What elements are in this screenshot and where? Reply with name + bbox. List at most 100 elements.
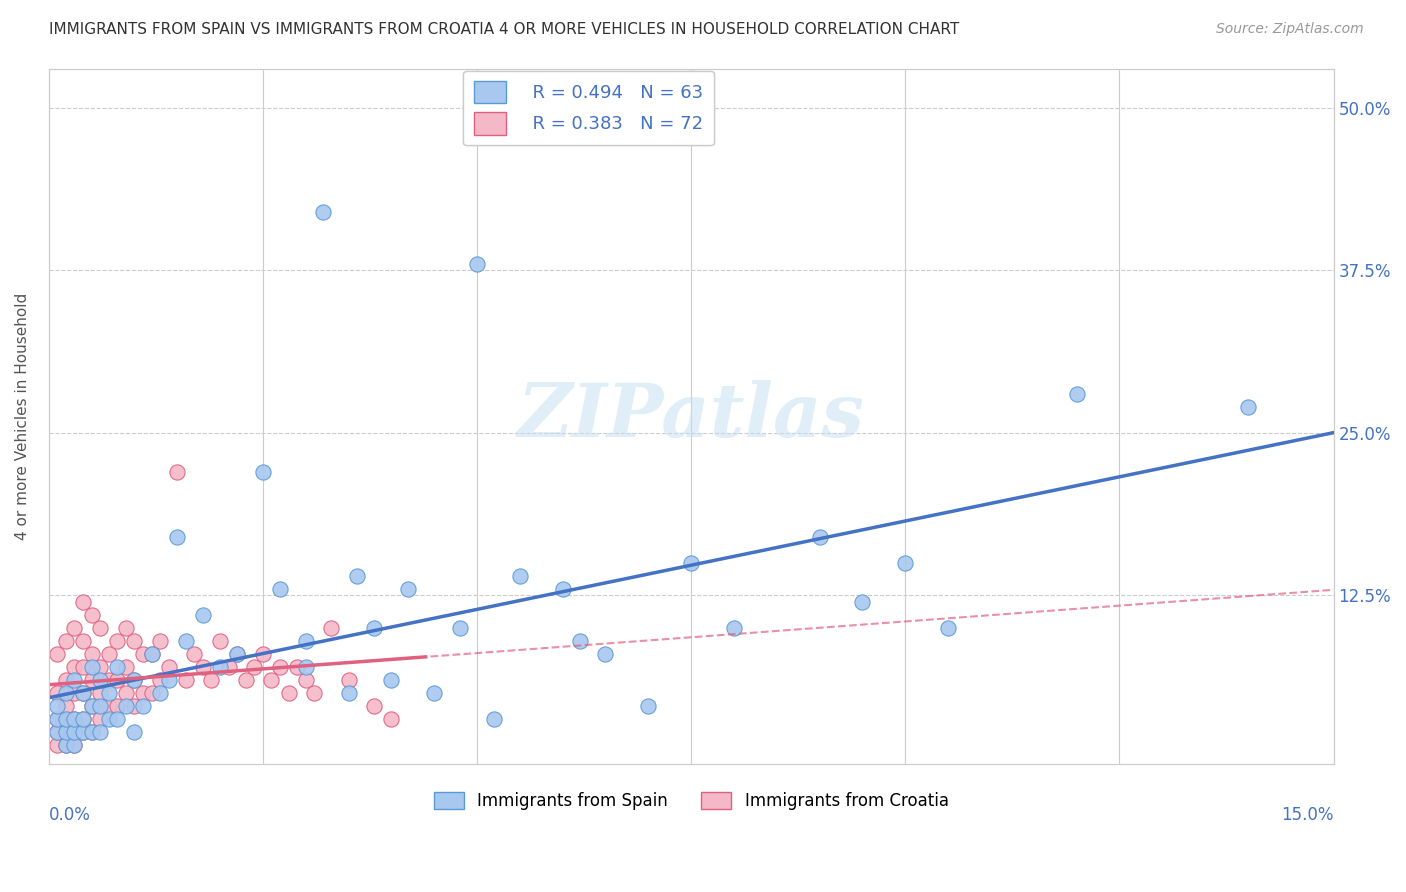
Point: [149, 633, 172, 648]
Point: [183, 647, 205, 661]
Point: [209, 633, 232, 648]
Point: [936, 621, 959, 635]
Point: [80, 673, 103, 687]
Point: [157, 659, 180, 673]
Point: [449, 621, 471, 635]
Point: [72, 724, 94, 739]
Point: [72, 712, 94, 726]
Point: [723, 621, 745, 635]
Point: [80, 724, 103, 739]
Point: [218, 659, 240, 673]
Point: [46, 698, 69, 713]
Point: [97, 712, 120, 726]
Point: [174, 673, 197, 687]
Point: [174, 633, 197, 648]
Point: [80, 724, 103, 739]
Point: [105, 633, 128, 648]
Point: [321, 621, 343, 635]
Text: Source: ZipAtlas.com: Source: ZipAtlas.com: [1216, 22, 1364, 37]
Point: [304, 686, 326, 700]
Point: [72, 712, 94, 726]
Point: [166, 465, 188, 479]
Point: [63, 738, 86, 752]
Point: [80, 698, 103, 713]
Point: [63, 724, 86, 739]
Text: 15.0%: 15.0%: [1281, 806, 1333, 824]
Point: [89, 712, 111, 726]
Point: [423, 686, 446, 700]
Point: [97, 647, 120, 661]
Point: [46, 724, 69, 739]
Point: [55, 698, 77, 713]
Point: [46, 724, 69, 739]
Y-axis label: 4 or more Vehicles in Household: 4 or more Vehicles in Household: [15, 293, 30, 540]
Point: [89, 673, 111, 687]
Point: [637, 698, 659, 713]
Point: [568, 633, 591, 648]
Point: [63, 712, 86, 726]
Point: [132, 647, 155, 661]
Point: [149, 673, 172, 687]
Point: [72, 595, 94, 609]
Point: [63, 738, 86, 752]
Point: [294, 673, 316, 687]
Point: [509, 568, 531, 582]
Point: [681, 556, 703, 570]
Point: [294, 659, 316, 673]
Point: [72, 686, 94, 700]
Text: IMMIGRANTS FROM SPAIN VS IMMIGRANTS FROM CROATIA 4 OR MORE VEHICLES IN HOUSEHOLD: IMMIGRANTS FROM SPAIN VS IMMIGRANTS FROM…: [49, 22, 959, 37]
Point: [63, 724, 86, 739]
Point: [312, 204, 335, 219]
Point: [808, 530, 831, 544]
Point: [294, 633, 316, 648]
Point: [380, 673, 402, 687]
Point: [482, 712, 505, 726]
Point: [465, 257, 488, 271]
Point: [363, 621, 385, 635]
Point: [80, 647, 103, 661]
Point: [55, 738, 77, 752]
Point: [72, 659, 94, 673]
Point: [124, 673, 146, 687]
Point: [209, 659, 232, 673]
Point: [252, 465, 274, 479]
Point: [243, 659, 266, 673]
Point: [55, 633, 77, 648]
Point: [97, 673, 120, 687]
Point: [105, 673, 128, 687]
Point: [72, 724, 94, 739]
Point: [55, 712, 77, 726]
Point: [114, 621, 136, 635]
Point: [46, 647, 69, 661]
Point: [114, 659, 136, 673]
Point: [105, 712, 128, 726]
Point: [363, 698, 385, 713]
Point: [132, 698, 155, 713]
Point: [55, 724, 77, 739]
Point: [114, 698, 136, 713]
Point: [105, 698, 128, 713]
Point: [89, 698, 111, 713]
Point: [141, 647, 163, 661]
Point: [63, 686, 86, 700]
Point: [380, 712, 402, 726]
Point: [1237, 400, 1260, 414]
Point: [89, 659, 111, 673]
Point: [46, 712, 69, 726]
Point: [346, 568, 368, 582]
Point: [89, 686, 111, 700]
Point: [63, 673, 86, 687]
Point: [337, 686, 360, 700]
Point: [132, 686, 155, 700]
Point: [63, 621, 86, 635]
Point: [252, 647, 274, 661]
Point: [80, 607, 103, 622]
Point: [141, 686, 163, 700]
Point: [398, 582, 420, 596]
Point: [46, 686, 69, 700]
Point: [337, 673, 360, 687]
Point: [1066, 386, 1088, 401]
Point: [89, 621, 111, 635]
Point: [124, 673, 146, 687]
Point: [105, 659, 128, 673]
